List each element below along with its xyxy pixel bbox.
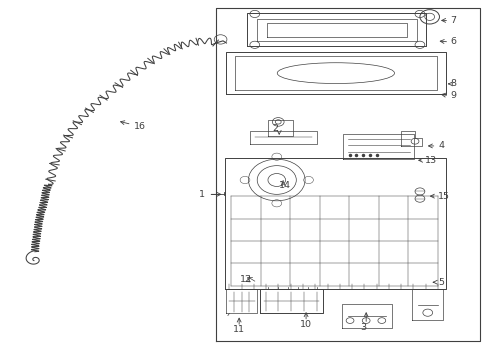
Text: 6: 6 — [450, 37, 456, 46]
Text: 16: 16 — [134, 122, 146, 131]
Text: 13: 13 — [425, 156, 437, 165]
Text: 11: 11 — [233, 325, 245, 334]
Text: 3: 3 — [360, 323, 366, 332]
Text: 12: 12 — [240, 275, 252, 284]
Text: 14: 14 — [279, 181, 291, 190]
Text: 5: 5 — [438, 278, 444, 287]
Text: 1: 1 — [198, 190, 205, 199]
Text: 7: 7 — [450, 16, 456, 25]
Text: 8: 8 — [450, 80, 456, 89]
Text: 4: 4 — [438, 141, 444, 150]
Text: 15: 15 — [438, 192, 450, 201]
Text: 10: 10 — [300, 320, 312, 329]
Text: 2: 2 — [272, 123, 278, 132]
Text: 9: 9 — [450, 91, 456, 100]
